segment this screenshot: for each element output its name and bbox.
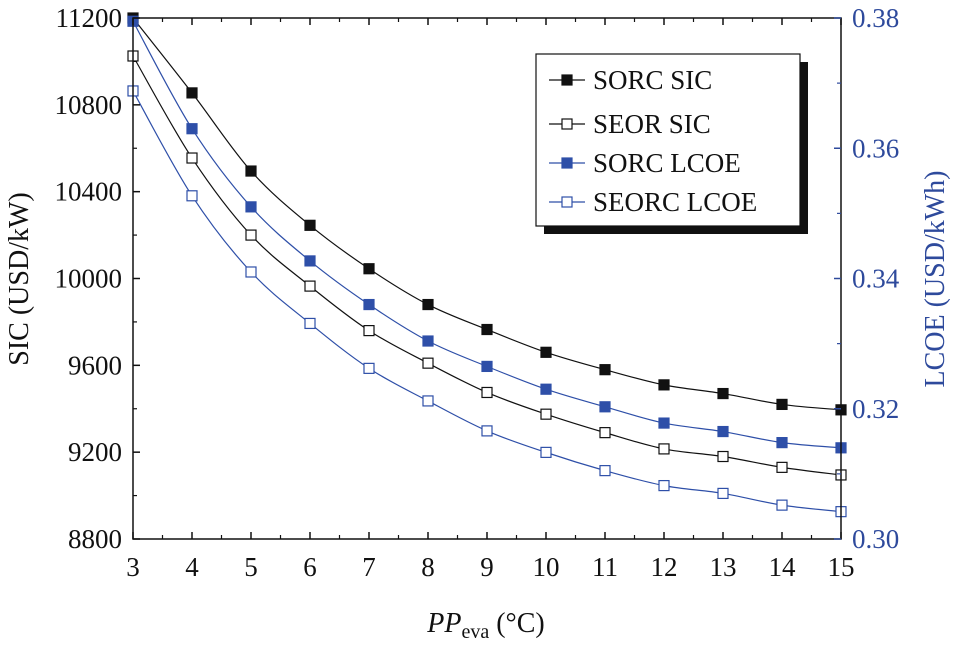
legend-marker: [561, 196, 573, 208]
legend: SORC SIC SEOR SIC SORC LCOE SEORC LCOE: [535, 53, 808, 234]
data-point-seor-sic: [245, 229, 257, 241]
legend-entry: SEOR SIC: [549, 109, 711, 139]
series-layer: [127, 12, 847, 518]
data-point-seorc-lcoe: [186, 190, 198, 202]
legend-entry: SORC SIC: [549, 65, 712, 95]
data-point-sorc-sic: [776, 398, 788, 411]
legend-entry: SORC LCOE: [549, 148, 741, 178]
data-point-sorc-lcoe: [776, 437, 788, 449]
data-point-seorc-lcoe: [599, 465, 611, 477]
data-point-sorc-sic: [599, 364, 611, 376]
data-point-sorc-sic: [245, 165, 257, 177]
data-point-seor-sic: [658, 443, 670, 455]
y-right-tick-label: 0.38: [852, 3, 899, 33]
legend-label: SEORC LCOE: [593, 187, 757, 217]
x-tick-label: 12: [651, 552, 678, 582]
data-point-sorc-lcoe: [599, 401, 611, 413]
data-point-seorc-lcoe: [363, 362, 375, 374]
y-right-tick-label: 0.32: [852, 394, 899, 424]
data-point-seorc-lcoe: [422, 395, 434, 407]
data-point-sorc-lcoe: [422, 335, 434, 347]
x-axis-title-main: PP: [426, 608, 461, 639]
y-left-tick-label: 9600: [68, 350, 122, 380]
data-point-sorc-sic: [481, 323, 493, 336]
x-tick-label: 13: [710, 552, 737, 582]
data-point-seorc-lcoe: [658, 479, 670, 492]
y-left-tick-label: 10000: [55, 264, 123, 294]
data-point-sorc-sic: [717, 387, 729, 400]
y-left-tick-label: 10400: [55, 177, 123, 207]
data-point-sorc-sic: [363, 263, 375, 275]
x-axis-title-unit: (°C): [489, 608, 545, 639]
data-point-seor-sic: [717, 450, 729, 463]
data-point-sorc-lcoe: [304, 255, 316, 267]
x-tick-label: 14: [769, 552, 797, 582]
data-point-seor-sic: [481, 386, 493, 399]
data-point-seorc-lcoe: [245, 266, 257, 278]
series-seorc-lcoe: [127, 85, 847, 518]
y-left-tick-label: 11200: [56, 3, 123, 33]
data-point-seor-sic: [776, 461, 788, 473]
x-tick-label: 7: [362, 552, 376, 582]
data-point-seor-sic: [304, 280, 316, 292]
data-point-sorc-lcoe: [245, 201, 257, 213]
x-tick-label: 10: [533, 552, 560, 582]
legend-label: SEOR SIC: [593, 109, 711, 139]
y-right-tick-label: 0.30: [852, 524, 899, 554]
data-point-seorc-lcoe: [304, 317, 316, 330]
x-tick-label: 3: [126, 552, 140, 582]
data-point-sorc-lcoe: [481, 360, 493, 373]
data-point-seor-sic: [540, 408, 552, 420]
x-tick-label: 6: [303, 552, 317, 582]
series-seor-sic: [127, 50, 847, 481]
legend-label: SORC LCOE: [593, 148, 741, 178]
data-point-sorc-sic: [658, 379, 670, 391]
x-tick-label: 15: [828, 552, 855, 582]
data-point-seorc-lcoe: [776, 499, 788, 511]
y-left-tick-label: 8800: [68, 524, 122, 554]
data-point-sorc-sic: [422, 298, 434, 311]
data-point-seor-sic: [363, 325, 375, 337]
data-point-sorc-sic: [304, 219, 316, 231]
legend-items: SORC SIC SEOR SIC SORC LCOE SEORC LCOE: [549, 65, 757, 217]
data-point-sorc-lcoe: [186, 123, 198, 135]
data-point-seorc-lcoe: [481, 425, 493, 437]
y-right-tick-label: 0.34: [852, 264, 900, 294]
data-point-sorc-lcoe: [658, 417, 670, 429]
legend-marker: [561, 157, 573, 169]
x-tick-label: 9: [480, 552, 494, 582]
legend-marker: [561, 118, 573, 130]
x-axis-title-sub: eva: [461, 621, 489, 643]
data-point-sorc-lcoe: [540, 383, 552, 395]
y-right-tick-label: 0.36: [852, 133, 899, 163]
x-tick-label: 4: [185, 552, 199, 582]
y-right-axis-title: LCOE (USD/kWh): [920, 171, 951, 388]
series-sorc-lcoe: [127, 15, 847, 454]
legend-label: SORC SIC: [593, 65, 712, 95]
data-point-seorc-lcoe: [540, 446, 552, 458]
y-left-axis-title: SIC (USD/kW): [4, 192, 35, 365]
data-point-sorc-sic: [186, 87, 198, 99]
x-axis-title: PPeva (°C): [426, 608, 545, 643]
data-point-sorc-lcoe: [717, 425, 729, 438]
data-point-seorc-lcoe: [717, 487, 729, 500]
legend-entry: SEORC LCOE: [549, 187, 757, 217]
x-tick-label: 8: [421, 552, 435, 582]
ticks-layer: 3 4 5 6 7 8 9 10 11 12 13 14 15 8800 9200 9600 10000 1040…: [55, 3, 900, 582]
data-point-sorc-lcoe: [363, 298, 375, 311]
data-point-seor-sic: [186, 152, 198, 164]
x-tick-label: 11: [592, 552, 618, 582]
data-point-sorc-sic: [540, 346, 552, 358]
data-point-seor-sic: [599, 427, 611, 439]
legend-box: [535, 53, 801, 227]
legend-marker: [561, 74, 573, 86]
x-tick-label: 5: [244, 552, 258, 582]
data-point-seor-sic: [422, 357, 434, 369]
y-left-tick-label: 9200: [68, 437, 122, 467]
y-left-tick-label: 10800: [55, 90, 123, 120]
